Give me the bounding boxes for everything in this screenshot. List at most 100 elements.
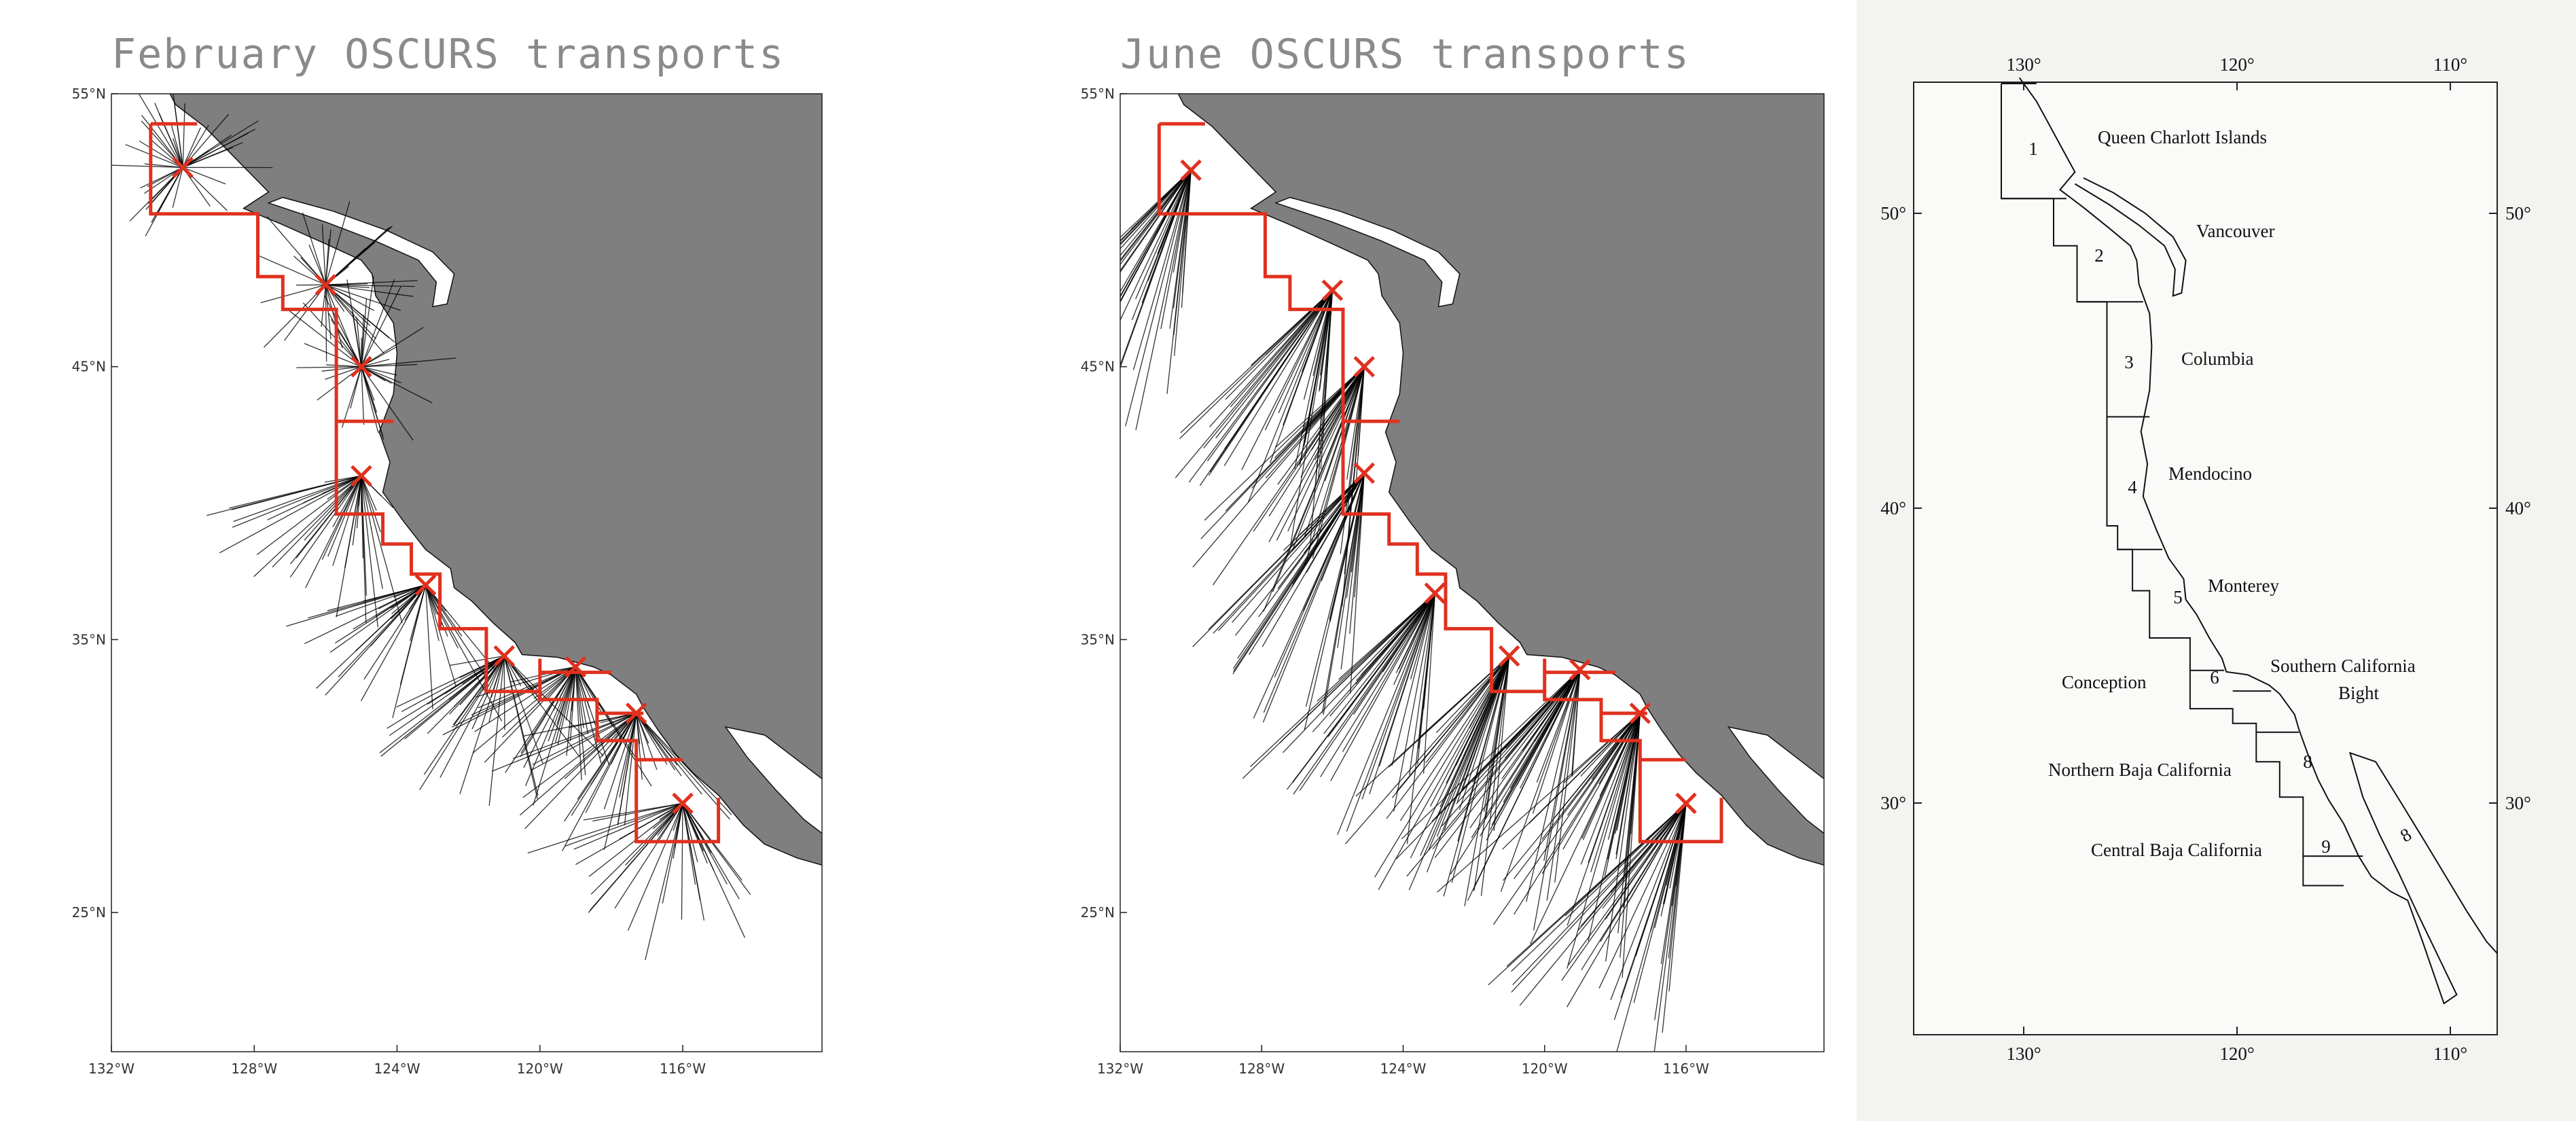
trajectory: [1120, 170, 1192, 266]
trajectory: [682, 803, 708, 864]
trajectory: [627, 803, 683, 931]
map-panel: June OSCURS transports 55°N 45°N 35°N 25°N 13…: [1081, 31, 1825, 1077]
region-number: 3: [2124, 352, 2134, 372]
trajectory: [1320, 592, 1435, 778]
trajectory: [1664, 803, 1687, 904]
trajectory: [305, 476, 362, 588]
region-name: Queen Charlott Islands: [2098, 127, 2267, 147]
trajectory: [1300, 290, 1334, 464]
trajectory: [1600, 803, 1687, 942]
trajectory: [361, 476, 381, 533]
trajectory: [325, 364, 361, 368]
trajectory: [260, 284, 326, 304]
trajectory: [1293, 592, 1435, 795]
trajectory: [1265, 366, 1365, 479]
trajectory: [1208, 289, 1333, 476]
lon-tick-label: 120°W: [1522, 1061, 1568, 1077]
region-name: Vancouver: [2196, 221, 2274, 241]
trajectory: [296, 366, 361, 368]
trajectory: [1316, 366, 1365, 537]
trajectory: [361, 327, 424, 368]
trajectory: [1182, 170, 1192, 293]
trajectory: [302, 212, 326, 285]
trajectory: [332, 476, 362, 567]
trajectory: [1290, 290, 1334, 544]
lat-tick-label: 40°: [1880, 498, 1906, 518]
trajectory: [520, 666, 576, 758]
release-point: [493, 645, 515, 667]
lat-tick-label: 30°: [2505, 793, 2531, 813]
map-panel: February OSCURS transports 55°N 45°N 35°N 25…: [72, 31, 823, 1077]
trajectory: [1630, 713, 1641, 834]
trajectory: [1633, 803, 1687, 1003]
trajectory: [1120, 170, 1192, 243]
trajectory: [636, 713, 668, 765]
trajectory: [1500, 669, 1581, 892]
trajectory: [1514, 713, 1641, 915]
trajectory: [1147, 170, 1192, 281]
trajectory: [1120, 170, 1192, 272]
lat-tick-label: 45°N: [1081, 359, 1115, 375]
trajectory: [1437, 713, 1641, 893]
trajectory: [1341, 366, 1365, 455]
trajectory: [341, 366, 362, 428]
map-content: [1120, 94, 1824, 1052]
trajectory: [1546, 669, 1581, 901]
trajectory: [361, 476, 383, 589]
trajectory: [1304, 366, 1365, 566]
trajectory: [335, 584, 426, 617]
lon-tick-label: 128°W: [231, 1061, 277, 1077]
trajectory: [562, 713, 637, 851]
trajectory: [361, 476, 378, 628]
trajectory: [491, 713, 637, 772]
trajectory: [1620, 803, 1687, 999]
trajectory: [1286, 592, 1435, 790]
trajectory: [171, 124, 183, 168]
land: [169, 94, 822, 866]
lon-tick-label: 130°: [2006, 54, 2041, 75]
trajectory: [361, 279, 395, 367]
trajectory: [603, 713, 637, 810]
trajectory: [1489, 669, 1581, 830]
release-point: [1353, 462, 1375, 484]
trajectory: [1554, 713, 1641, 818]
trajectory: [588, 803, 683, 913]
lat-tick-label: 45°N: [72, 359, 106, 375]
trajectory: [1314, 366, 1365, 461]
trajectory: [1580, 713, 1641, 865]
trajectory: [1120, 170, 1192, 250]
trajectory: [1304, 366, 1365, 537]
trajectory: [289, 310, 362, 368]
trajectory: [327, 476, 362, 557]
trajectory: [1401, 669, 1581, 840]
trajectory: [524, 666, 576, 787]
trajectory: [488, 656, 505, 722]
trajectory: [1225, 289, 1333, 400]
trajectory: [286, 584, 426, 627]
release-point: [172, 156, 194, 179]
lat-tick-label: 25°N: [72, 904, 106, 921]
region-map: 130°130°120°120°110°110°50° 50°40° 40°30° 3…: [1880, 54, 2531, 1064]
trajectory: [625, 803, 683, 866]
trajectory: [510, 666, 576, 683]
trajectory: [1274, 366, 1365, 448]
trajectory: [681, 803, 683, 920]
trajectory: [272, 475, 362, 568]
trajectory: [1361, 592, 1435, 800]
trajectory: [1511, 803, 1687, 993]
trajectory: [1459, 656, 1510, 777]
lat-tick-label: 30°: [1880, 793, 1906, 813]
trajectory: [1242, 592, 1435, 779]
trajectory: [1429, 656, 1510, 807]
trajectory: [1591, 713, 1641, 780]
trajectory: [361, 366, 401, 383]
coastline: [2018, 77, 2498, 1005]
trajectory: [1610, 803, 1687, 1000]
trajectory: [1317, 592, 1435, 702]
trajectory: [1520, 669, 1581, 789]
trajectory: [1304, 473, 1365, 730]
trajectory: [325, 201, 351, 285]
trajectory: [182, 135, 232, 168]
trajectory: [361, 366, 397, 376]
trajectory: [1291, 366, 1365, 552]
